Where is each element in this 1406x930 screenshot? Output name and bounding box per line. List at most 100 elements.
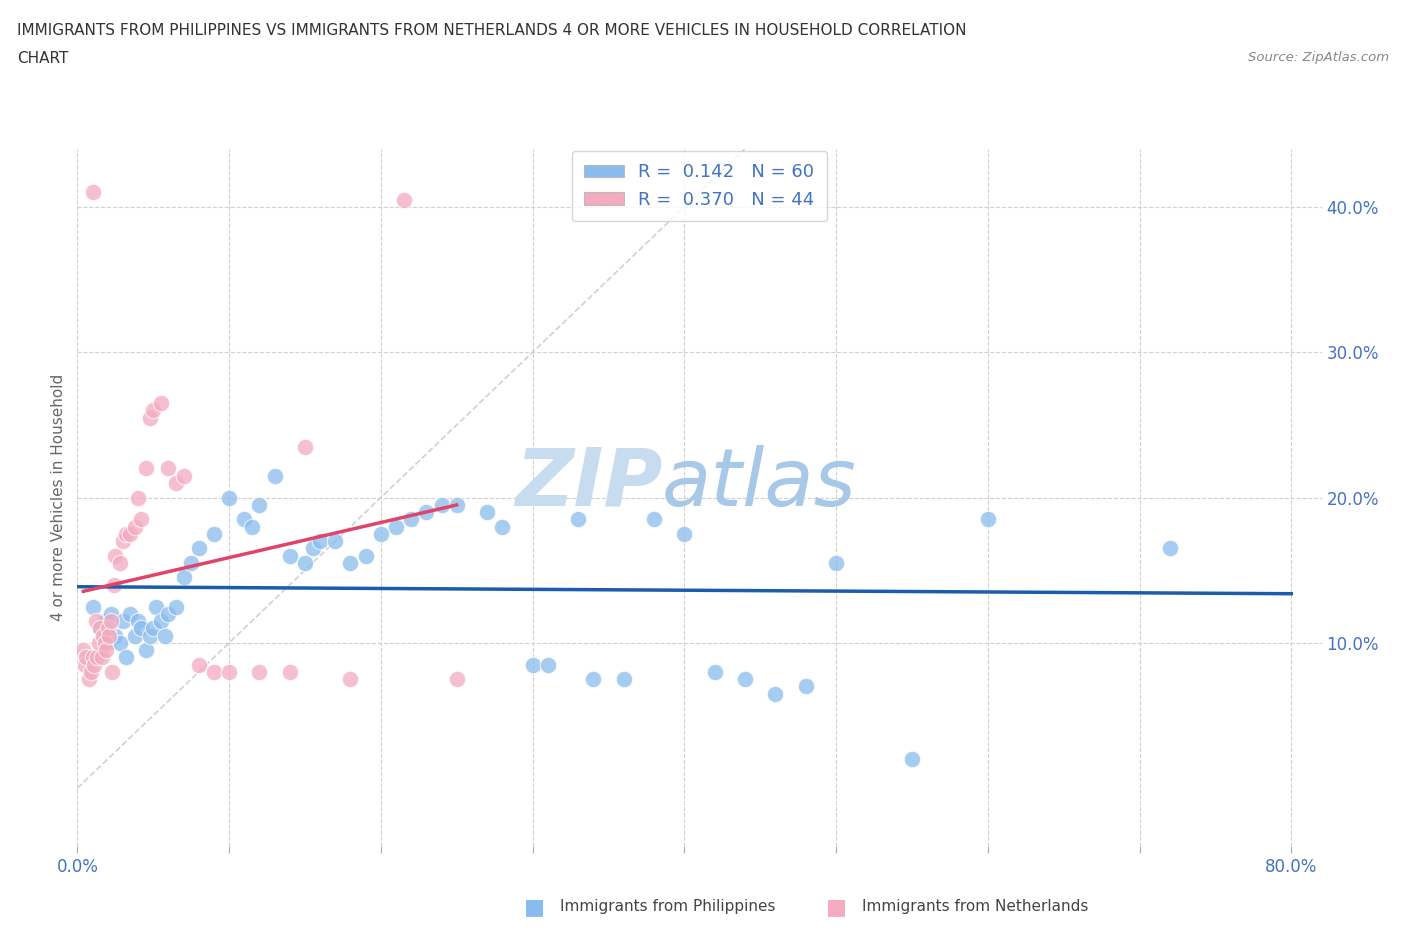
Point (149, 614, 172, 629)
Point (97, 621, 120, 636)
Point (157, 606, 180, 621)
Text: IMMIGRANTS FROM PHILIPPINES VS IMMIGRANTS FROM NETHERLANDS 4 OR MORE VEHICLES IN: IMMIGRANTS FROM PHILIPPINES VS IMMIGRANT… (17, 23, 966, 38)
Point (202, 665, 225, 680)
Point (115, 650, 138, 665)
Point (278, 665, 301, 680)
Text: Source: ZipAtlas.com: Source: ZipAtlas.com (1249, 51, 1389, 64)
Point (129, 621, 152, 636)
Point (101, 665, 124, 680)
Point (567, 512, 589, 526)
Point (120, 526, 142, 541)
Point (294, 555, 316, 570)
Point (73, 658, 96, 672)
Point (415, 505, 437, 520)
Point (233, 512, 256, 526)
Point (127, 490, 149, 505)
Point (145, 599, 167, 614)
Point (129, 512, 152, 526)
Point (84, 614, 107, 629)
Point (80, 665, 103, 680)
Point (165, 475, 187, 490)
Point (613, 671, 636, 686)
Text: ■: ■ (524, 897, 544, 917)
Point (703, 665, 725, 680)
Point (90, 650, 112, 665)
Point (127, 614, 149, 629)
Point (155, 628, 177, 643)
Point (82, 599, 104, 614)
Point (91, 628, 114, 643)
Point (100, 606, 122, 621)
Point (180, 555, 202, 570)
Point (104, 549, 127, 564)
Point (124, 628, 146, 643)
Point (240, 519, 263, 534)
Point (385, 519, 408, 534)
Point (87, 635, 110, 650)
Point (135, 643, 157, 658)
Text: Immigrants from Netherlands: Immigrants from Netherlands (862, 899, 1088, 914)
Point (83, 658, 105, 672)
Point (149, 395, 172, 410)
Point (977, 512, 1000, 526)
Point (825, 555, 848, 570)
Point (218, 490, 240, 505)
Point (537, 658, 560, 672)
Point (108, 555, 131, 570)
Point (522, 658, 544, 672)
Text: CHART: CHART (17, 51, 69, 66)
Point (446, 671, 468, 686)
Point (734, 671, 756, 686)
Point (142, 621, 165, 636)
Point (249, 665, 271, 680)
Point (103, 578, 125, 592)
Point (111, 534, 134, 549)
Point (263, 469, 285, 484)
Point (111, 614, 134, 629)
Point (399, 512, 422, 526)
Point (354, 549, 377, 564)
Point (173, 469, 195, 484)
Point (124, 519, 146, 534)
Y-axis label: 4 or more Vehicles in Household: 4 or more Vehicles in Household (51, 374, 66, 621)
Point (370, 526, 392, 541)
Point (75, 650, 97, 665)
Point (97, 635, 120, 650)
Point (673, 526, 696, 541)
Point (139, 628, 162, 643)
Point (142, 403, 165, 418)
Point (323, 534, 346, 549)
Point (1159, 541, 1181, 556)
Point (430, 498, 453, 512)
Point (901, 751, 924, 766)
Point (93, 635, 115, 650)
Point (104, 628, 127, 643)
Point (157, 461, 180, 476)
Point (187, 541, 209, 556)
Point (301, 541, 323, 556)
Text: Immigrants from Philippines: Immigrants from Philippines (560, 899, 775, 914)
Point (108, 635, 131, 650)
Point (278, 549, 301, 564)
Point (82, 185, 104, 200)
Point (582, 671, 605, 686)
Point (218, 665, 240, 680)
Point (446, 498, 468, 512)
Point (89, 621, 111, 636)
Text: atlas: atlas (662, 445, 856, 523)
Point (100, 614, 122, 629)
Point (202, 526, 225, 541)
Point (86, 650, 108, 665)
Point (763, 686, 786, 701)
Point (339, 671, 361, 686)
Point (120, 606, 142, 621)
Point (339, 555, 361, 570)
Point (93, 614, 115, 629)
Point (643, 512, 665, 526)
Point (165, 599, 187, 614)
Point (96, 643, 118, 658)
Point (82, 650, 104, 665)
Point (139, 410, 162, 425)
Point (79, 671, 101, 686)
Point (89, 621, 111, 636)
